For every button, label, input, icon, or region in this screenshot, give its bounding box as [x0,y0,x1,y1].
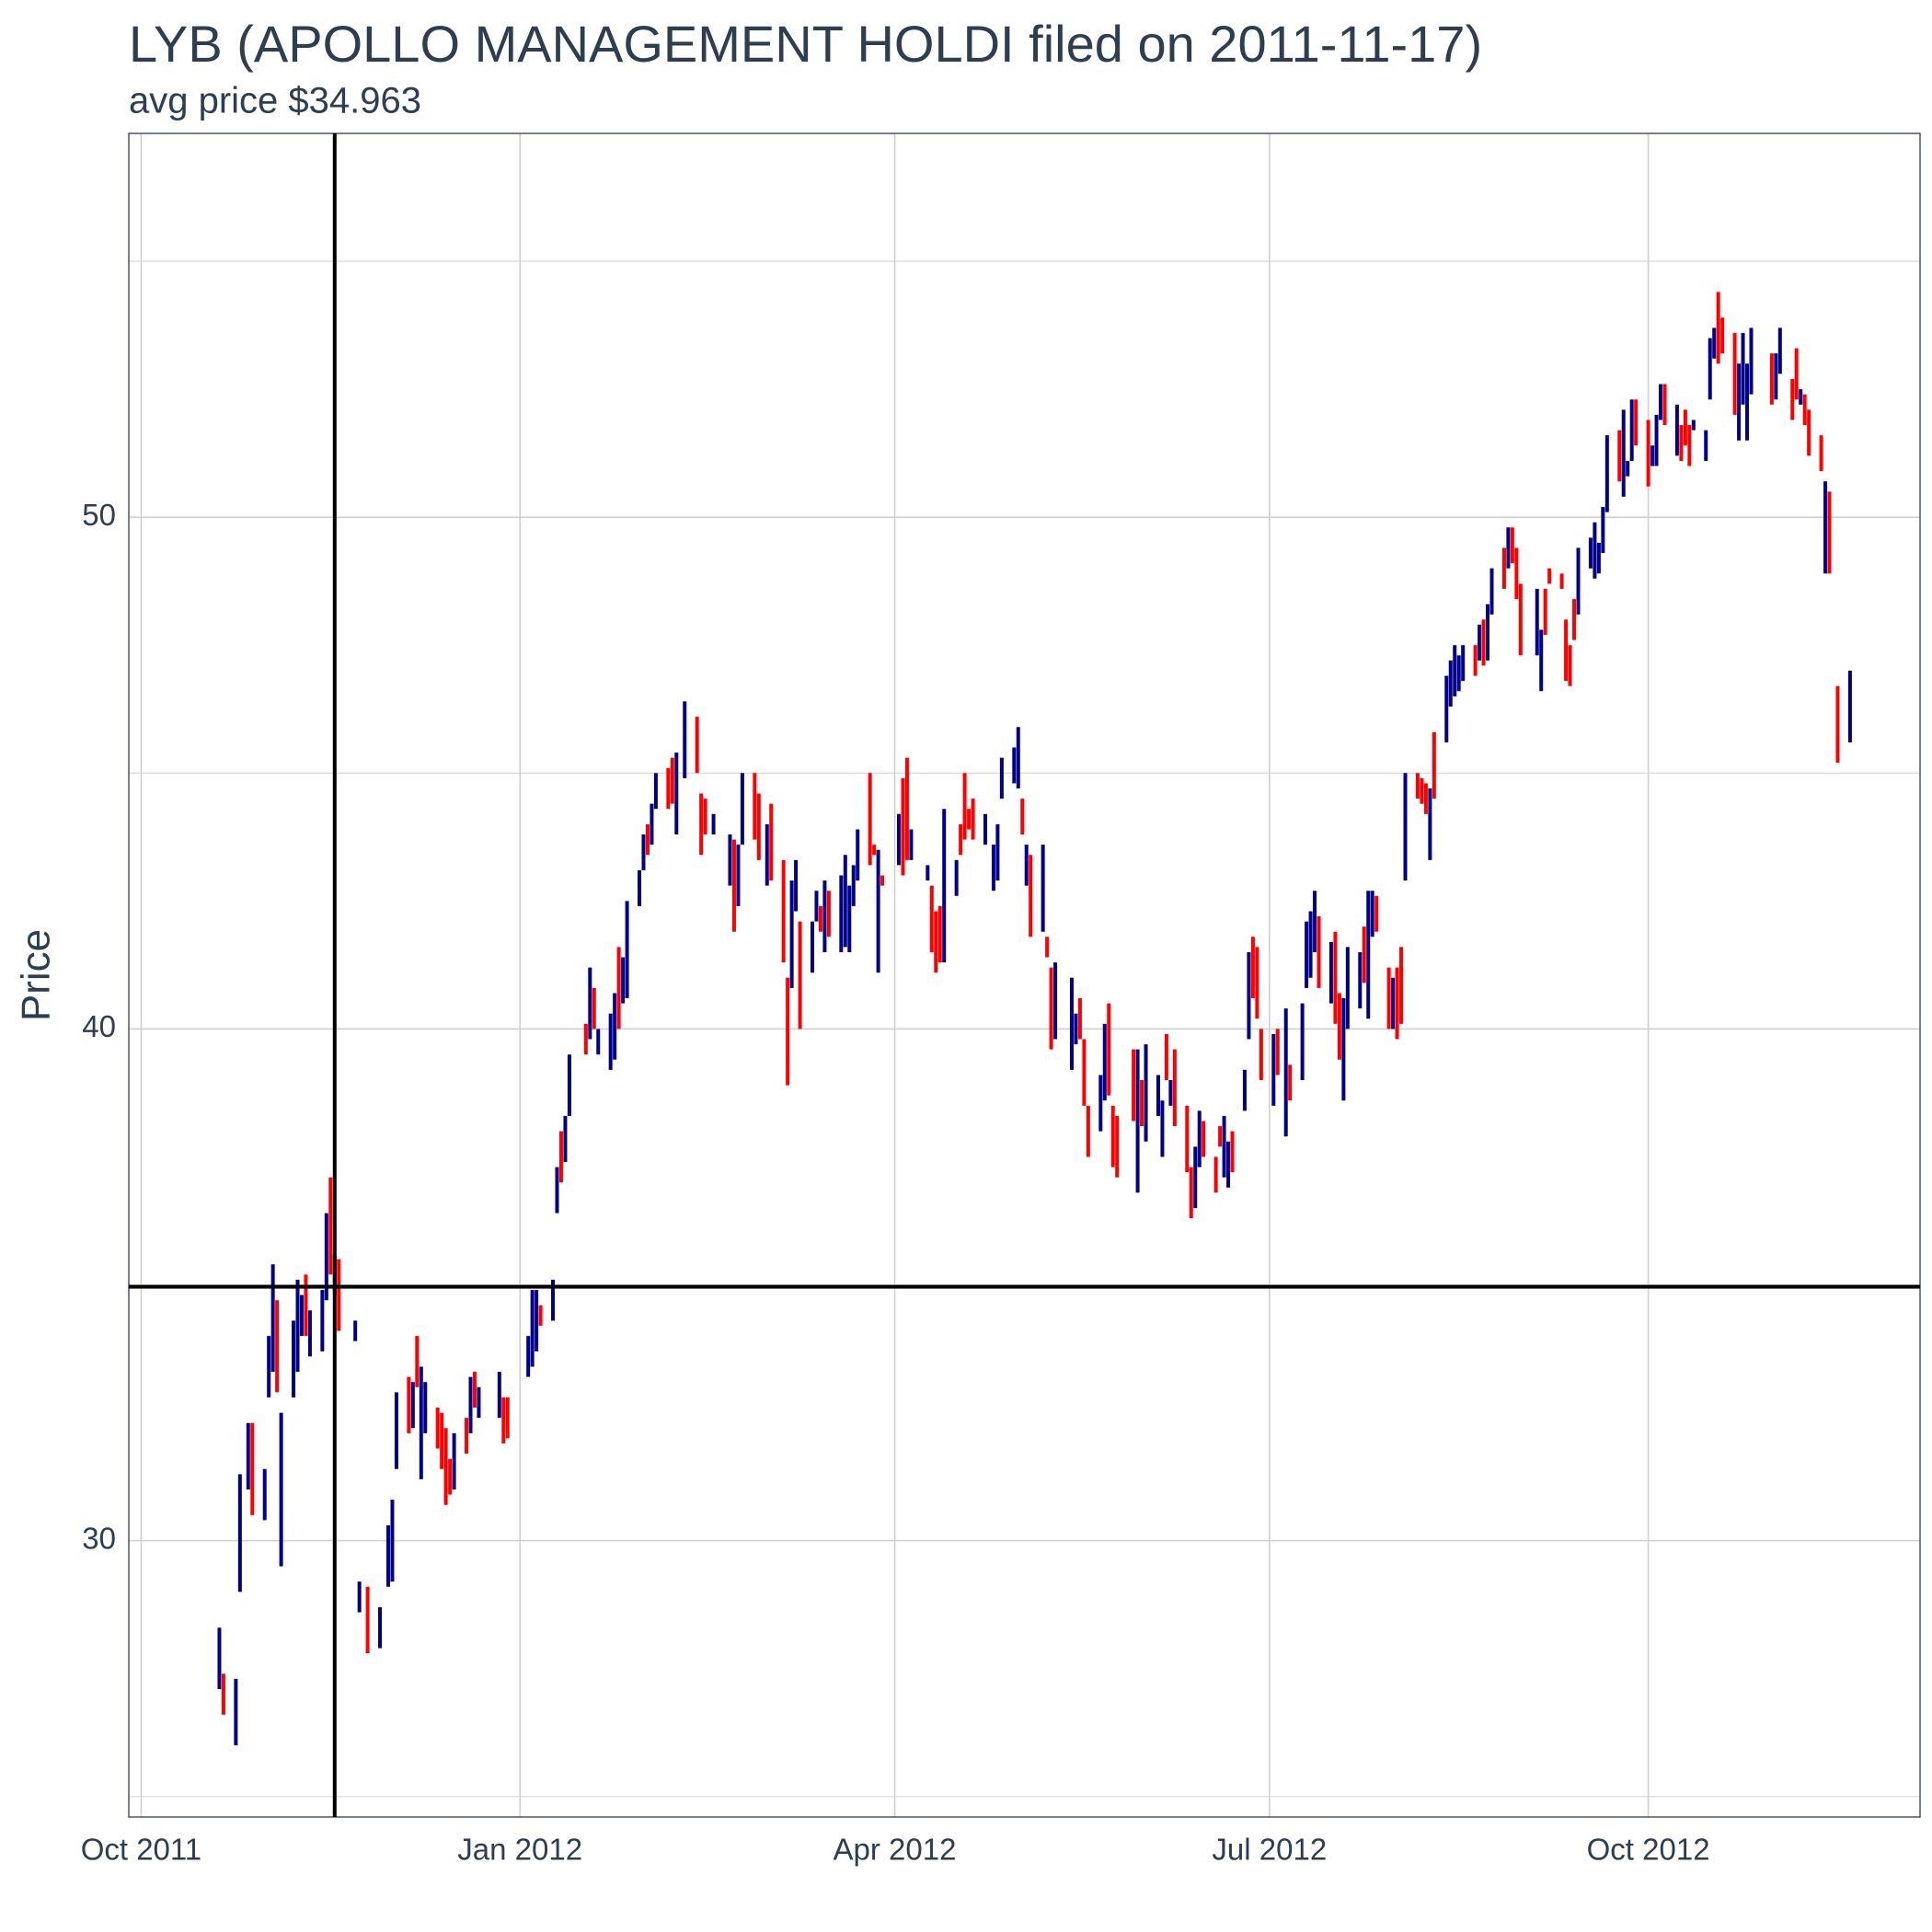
chart-title: LYB (APOLLO MANAGEMENT HOLDI filed on 20… [129,15,1482,73]
x-tick-label: Oct 2011 [81,1833,201,1867]
x-tick-label: Jan 2012 [457,1833,582,1867]
x-tick-label: Jul 2012 [1212,1833,1327,1867]
x-tick-label: Oct 2012 [1587,1833,1710,1867]
y-tick-label: 40 [82,1009,116,1043]
chart-subtitle: avg price $34.963 [129,81,421,121]
y-axis-label: Price [14,929,59,1021]
x-tick-label: Apr 2012 [834,1833,957,1867]
plot-border [128,132,1921,1818]
y-tick-label: 50 [82,498,116,532]
y-tick-label: 30 [82,1521,116,1555]
